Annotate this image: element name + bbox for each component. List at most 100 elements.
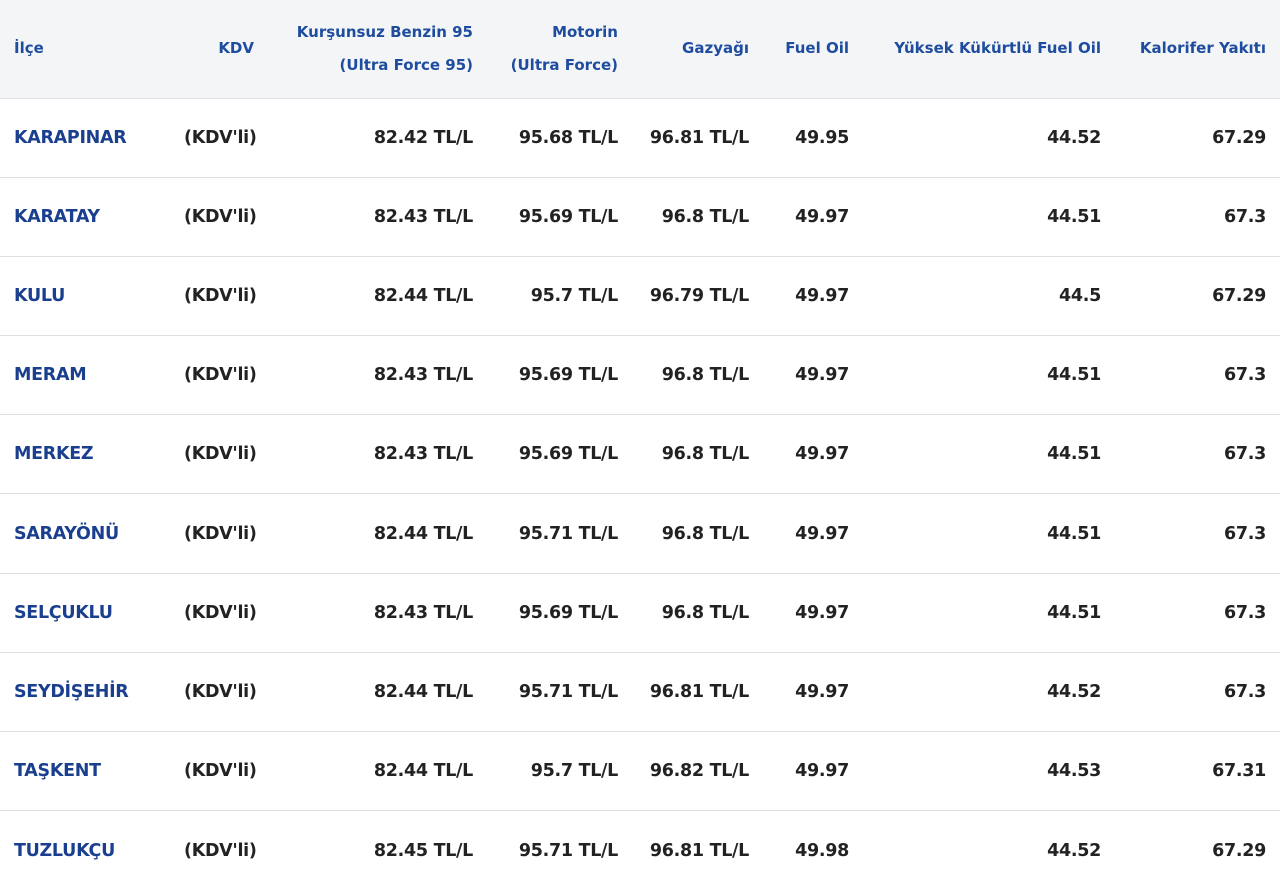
header-text: Kurşunsuz Benzin 95: [296, 22, 473, 41]
table-cell: 96.8 TL/L: [661, 365, 750, 386]
column-header: Fuel Oil: [763, 0, 863, 98]
table-row: KARAPINAR (KDV'li) 82.42 TL/L 95.68 TL/L 96.…: [0, 98, 1280, 177]
district-name: KARATAY: [14, 206, 100, 227]
table-cell: 49.97: [795, 761, 849, 782]
table-cell: 44.53: [1047, 761, 1101, 782]
table-cell: 67.3: [1224, 365, 1266, 386]
table-cell: 67.29: [1212, 127, 1266, 148]
table-cell: (KDV'li): [184, 681, 257, 702]
table-cell: 44.52: [1047, 840, 1101, 861]
table-cell: 49.97: [795, 681, 849, 702]
header-text: Gazyağı: [682, 39, 749, 58]
table-cell: 82.44 TL/L: [373, 761, 473, 782]
district-name: SARAYÖNÜ: [14, 523, 119, 544]
table-cell: 67.29: [1212, 285, 1266, 306]
table-cell: 82.43 TL/L: [373, 444, 473, 465]
table-cell: 95.69 TL/L: [518, 444, 618, 465]
district-name: SEYDİŞEHİR: [14, 681, 129, 702]
table-cell: 49.97: [795, 523, 849, 544]
table-cell: 67.3: [1224, 523, 1266, 544]
table-row: KARATAY (KDV'li) 82.43 TL/L 95.69 TL/L 96.8 …: [0, 177, 1280, 256]
header-text: Kalorifer Yakıtı: [1139, 39, 1266, 58]
table-cell: (KDV'li): [184, 365, 257, 386]
column-header: Kurşunsuz Benzin 95 (Ultra Force 95): [268, 0, 487, 98]
table-cell: 44.51: [1047, 523, 1101, 544]
table-cell: 82.44 TL/L: [373, 285, 473, 306]
district-name: TUZLUKÇU: [14, 840, 116, 861]
table-cell: 95.71 TL/L: [518, 523, 618, 544]
table-cell: 44.51: [1047, 206, 1101, 227]
table-cell: 95.69 TL/L: [518, 365, 618, 386]
table-row: SARAYÖNÜ (KDV'li) 82.44 TL/L 95.71 TL/L 96.8…: [0, 493, 1280, 573]
header-text: Motorin: [552, 22, 618, 41]
table-cell: 96.81 TL/L: [649, 127, 749, 148]
table-cell: 82.42 TL/L: [373, 127, 473, 148]
district-name: TAŞKENT: [14, 761, 101, 782]
table-cell: 95.71 TL/L: [518, 681, 618, 702]
table-cell: (KDV'li): [184, 840, 257, 861]
table-cell: 82.43 TL/L: [373, 365, 473, 386]
table-cell: 82.44 TL/L: [373, 523, 473, 544]
table-cell: (KDV'li): [184, 523, 257, 544]
table-row: SEYDİŞEHİR (KDV'li) 82.44 TL/L 95.71 TL/L 96…: [0, 652, 1280, 731]
table-cell: 95.68 TL/L: [518, 127, 618, 148]
table-cell: 67.31: [1212, 761, 1266, 782]
table-cell: 82.45 TL/L: [373, 840, 473, 861]
header-text: (Ultra Force 95): [339, 55, 473, 74]
table-cell: 44.51: [1047, 365, 1101, 386]
table-cell: 67.3: [1224, 444, 1266, 465]
district-name: MERAM: [14, 365, 87, 386]
table-cell: (KDV'li): [184, 761, 257, 782]
column-header: Gazyağı: [632, 0, 763, 98]
table-row: MERAM (KDV'li) 82.43 TL/L 95.69 TL/L 96.8 TL…: [0, 335, 1280, 415]
column-header: İlçe: [0, 0, 170, 98]
table-cell: 96.79 TL/L: [649, 285, 749, 306]
column-header: Motorin (Ultra Force): [487, 0, 632, 98]
table-row: TAŞKENT (KDV'li) 82.44 TL/L 95.7 TL/L 96.82 …: [0, 731, 1280, 811]
header-text: KDV: [218, 39, 254, 58]
table-body: KARAPINAR (KDV'li) 82.42 TL/L 95.68 TL/L 96.…: [0, 98, 1280, 890]
table-cell: 96.8 TL/L: [661, 602, 750, 623]
table-cell: 95.71 TL/L: [518, 840, 618, 861]
table-cell: 49.95: [795, 127, 849, 148]
table-row: KULU (KDV'li) 82.44 TL/L 95.7 TL/L 96.79 TL/…: [0, 256, 1280, 335]
table-cell: 96.8 TL/L: [661, 206, 750, 227]
table-cell: 82.43 TL/L: [373, 206, 473, 227]
table-row: TUZLUKÇU (KDV'li) 82.45 TL/L 95.71 TL/L 96.8…: [0, 810, 1280, 890]
table-cell: 49.97: [795, 602, 849, 623]
column-header: KDV: [170, 0, 268, 98]
table-cell: (KDV'li): [184, 444, 257, 465]
table-cell: 49.97: [795, 444, 849, 465]
table-cell: 44.51: [1047, 444, 1101, 465]
table-cell: 44.5: [1059, 285, 1101, 306]
table-cell: 96.82 TL/L: [649, 761, 749, 782]
header-text: Fuel Oil: [785, 39, 849, 58]
table-cell: (KDV'li): [184, 206, 257, 227]
table-cell: (KDV'li): [184, 602, 257, 623]
table-cell: 95.7 TL/L: [530, 285, 619, 306]
table-cell: 95.69 TL/L: [518, 206, 618, 227]
table-cell: 67.29: [1212, 840, 1266, 861]
table-cell: 95.69 TL/L: [518, 602, 618, 623]
table-cell: 67.3: [1224, 602, 1266, 623]
header-text: Yüksek Kükürtlü Fuel Oil: [894, 39, 1101, 58]
table-cell: 49.98: [795, 840, 849, 861]
table-cell: 44.52: [1047, 127, 1101, 148]
district-name: MERKEZ: [14, 444, 94, 465]
table-row: MERKEZ (KDV'li) 82.43 TL/L 95.69 TL/L 96.8 T…: [0, 414, 1280, 494]
table-cell: 96.8 TL/L: [661, 523, 750, 544]
district-name: SELÇUKLU: [14, 602, 113, 623]
table-cell: 49.97: [795, 365, 849, 386]
table-cell: 82.43 TL/L: [373, 602, 473, 623]
table-row: SELÇUKLU (KDV'li) 82.43 TL/L 95.69 TL/L 96.8…: [0, 573, 1280, 652]
district-name: KULU: [14, 285, 66, 306]
header-row: İlçe KDV Kurşunsuz Benzin 95 (Ultra Force 9…: [0, 0, 1280, 98]
header-text: (Ultra Force): [510, 55, 618, 74]
table-cell: 96.81 TL/L: [649, 681, 749, 702]
column-header: Kalorifer Yakıtı: [1115, 0, 1280, 98]
header-text: İlçe: [14, 39, 44, 58]
table-cell: 67.3: [1224, 681, 1266, 702]
table-cell: 49.97: [795, 285, 849, 306]
